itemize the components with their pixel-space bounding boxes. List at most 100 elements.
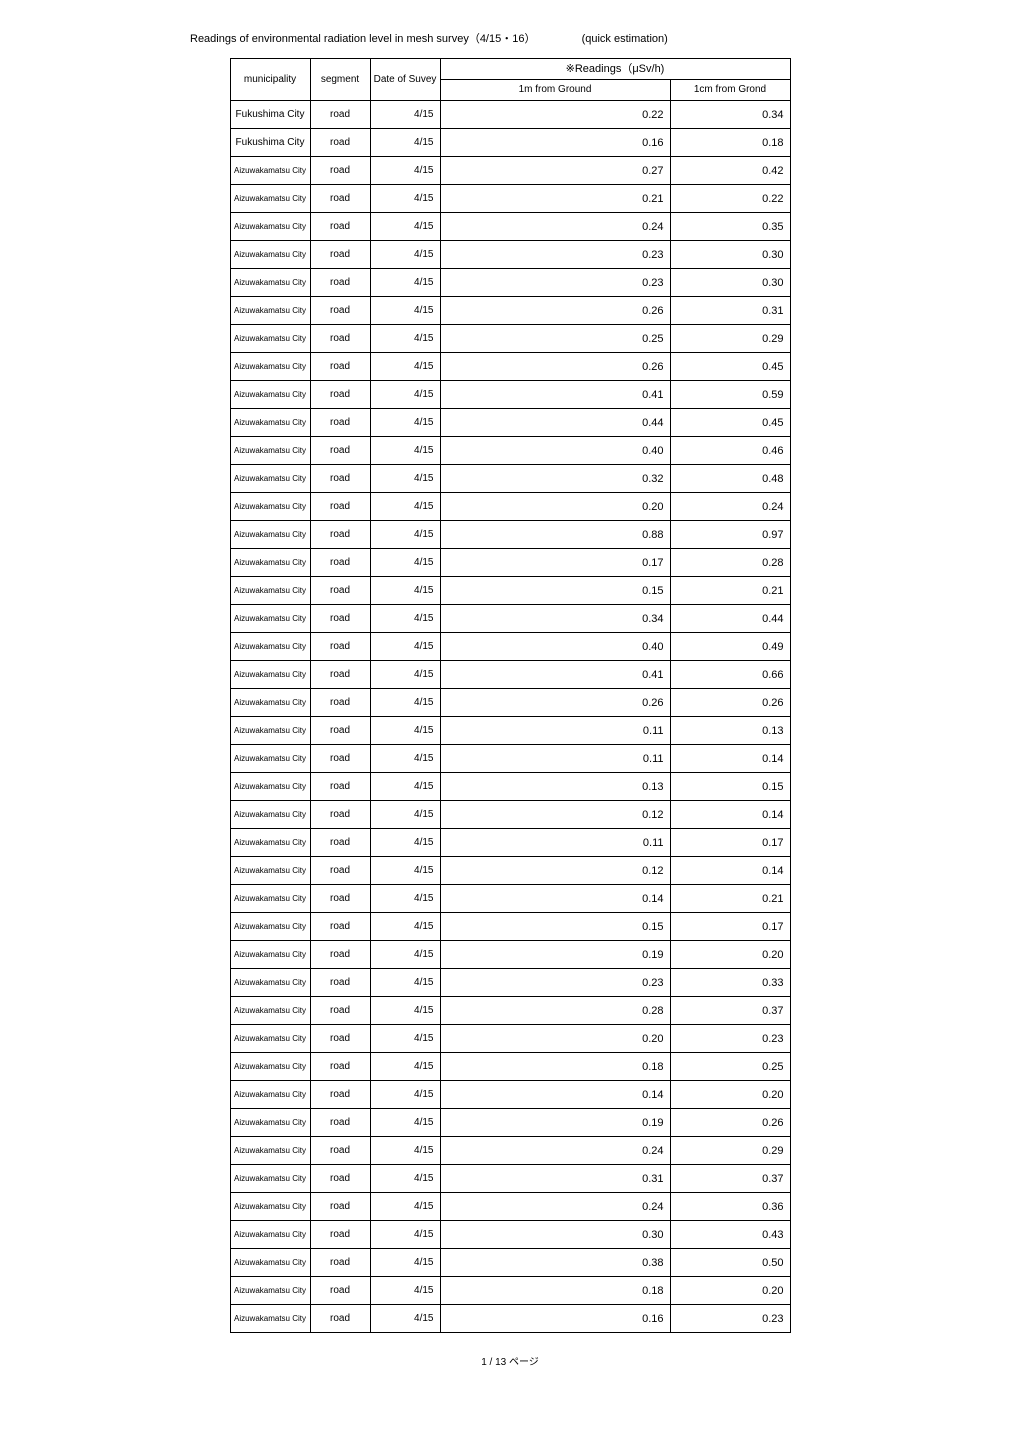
cell-reading-1cm: 0.30 <box>670 241 790 269</box>
cell-segment: road <box>310 1137 370 1165</box>
cell-municipality: Aizuwakamatsu City <box>230 1081 310 1109</box>
table-row: Aizuwakamatsu Cityroad4/150.410.66 <box>230 661 790 689</box>
table-row: Aizuwakamatsu Cityroad4/150.440.45 <box>230 409 790 437</box>
cell-date: 4/15 <box>370 213 440 241</box>
cell-segment: road <box>310 185 370 213</box>
cell-segment: road <box>310 633 370 661</box>
cell-segment: road <box>310 605 370 633</box>
table-row: Aizuwakamatsu Cityroad4/150.190.26 <box>230 1109 790 1137</box>
cell-municipality: Aizuwakamatsu City <box>230 633 310 661</box>
cell-reading-1m: 0.40 <box>440 633 670 661</box>
cell-date: 4/15 <box>370 689 440 717</box>
table-row: Aizuwakamatsu Cityroad4/150.410.59 <box>230 381 790 409</box>
cell-date: 4/15 <box>370 1053 440 1081</box>
cell-municipality: Aizuwakamatsu City <box>230 1277 310 1305</box>
cell-reading-1cm: 0.17 <box>670 829 790 857</box>
cell-reading-1cm: 0.37 <box>670 997 790 1025</box>
col-header-date: Date of Suvey <box>370 59 440 101</box>
cell-reading-1m: 0.23 <box>440 969 670 997</box>
cell-municipality: Aizuwakamatsu City <box>230 1053 310 1081</box>
cell-reading-1cm: 0.49 <box>670 633 790 661</box>
cell-segment: road <box>310 689 370 717</box>
cell-reading-1m: 0.23 <box>440 269 670 297</box>
cell-reading-1cm: 0.36 <box>670 1193 790 1221</box>
table-row: Aizuwakamatsu Cityroad4/150.400.46 <box>230 437 790 465</box>
cell-segment: road <box>310 521 370 549</box>
cell-segment: road <box>310 297 370 325</box>
cell-municipality: Aizuwakamatsu City <box>230 745 310 773</box>
cell-date: 4/15 <box>370 969 440 997</box>
cell-date: 4/15 <box>370 1137 440 1165</box>
cell-segment: road <box>310 1305 370 1333</box>
table-row: Aizuwakamatsu Cityroad4/150.180.25 <box>230 1053 790 1081</box>
cell-segment: road <box>310 1025 370 1053</box>
cell-reading-1m: 0.11 <box>440 829 670 857</box>
cell-reading-1m: 0.18 <box>440 1053 670 1081</box>
cell-reading-1cm: 0.14 <box>670 857 790 885</box>
col-header-r1: 1m from Ground <box>440 80 670 101</box>
table-row: Aizuwakamatsu Cityroad4/150.140.20 <box>230 1081 790 1109</box>
cell-date: 4/15 <box>370 437 440 465</box>
cell-reading-1cm: 0.97 <box>670 521 790 549</box>
cell-segment: road <box>310 381 370 409</box>
cell-reading-1cm: 0.21 <box>670 885 790 913</box>
table-row: Aizuwakamatsu Cityroad4/150.260.31 <box>230 297 790 325</box>
cell-reading-1m: 0.14 <box>440 885 670 913</box>
cell-reading-1cm: 0.45 <box>670 353 790 381</box>
cell-reading-1m: 0.12 <box>440 857 670 885</box>
cell-reading-1cm: 0.17 <box>670 913 790 941</box>
table-row: Aizuwakamatsu Cityroad4/150.210.22 <box>230 185 790 213</box>
table-row: Aizuwakamatsu Cityroad4/150.250.29 <box>230 325 790 353</box>
cell-reading-1cm: 0.43 <box>670 1221 790 1249</box>
cell-municipality: Fukushima City <box>230 101 310 129</box>
table-row: Aizuwakamatsu Cityroad4/150.120.14 <box>230 801 790 829</box>
cell-date: 4/15 <box>370 1305 440 1333</box>
cell-municipality: Aizuwakamatsu City <box>230 661 310 689</box>
cell-reading-1m: 0.13 <box>440 773 670 801</box>
cell-reading-1cm: 0.28 <box>670 549 790 577</box>
table-row: Aizuwakamatsu Cityroad4/150.150.17 <box>230 913 790 941</box>
table-row: Aizuwakamatsu Cityroad4/150.190.20 <box>230 941 790 969</box>
table-row: Aizuwakamatsu Cityroad4/150.110.17 <box>230 829 790 857</box>
cell-segment: road <box>310 269 370 297</box>
cell-municipality: Aizuwakamatsu City <box>230 437 310 465</box>
cell-reading-1m: 0.88 <box>440 521 670 549</box>
cell-date: 4/15 <box>370 269 440 297</box>
cell-segment: road <box>310 1193 370 1221</box>
cell-reading-1cm: 0.50 <box>670 1249 790 1277</box>
cell-date: 4/15 <box>370 185 440 213</box>
cell-segment: road <box>310 1109 370 1137</box>
cell-date: 4/15 <box>370 1109 440 1137</box>
cell-date: 4/15 <box>370 325 440 353</box>
table-row: Aizuwakamatsu Cityroad4/150.400.49 <box>230 633 790 661</box>
cell-reading-1cm: 0.35 <box>670 213 790 241</box>
table-row: Aizuwakamatsu Cityroad4/150.110.14 <box>230 745 790 773</box>
cell-segment: road <box>310 1081 370 1109</box>
cell-municipality: Aizuwakamatsu City <box>230 213 310 241</box>
cell-segment: road <box>310 465 370 493</box>
cell-reading-1m: 0.11 <box>440 745 670 773</box>
cell-reading-1cm: 0.31 <box>670 297 790 325</box>
cell-segment: road <box>310 577 370 605</box>
cell-reading-1m: 0.19 <box>440 1109 670 1137</box>
cell-segment: road <box>310 213 370 241</box>
cell-segment: road <box>310 325 370 353</box>
cell-reading-1m: 0.25 <box>440 325 670 353</box>
cell-date: 4/15 <box>370 1277 440 1305</box>
cell-municipality: Aizuwakamatsu City <box>230 997 310 1025</box>
cell-municipality: Aizuwakamatsu City <box>230 185 310 213</box>
cell-reading-1m: 0.28 <box>440 997 670 1025</box>
cell-reading-1m: 0.14 <box>440 1081 670 1109</box>
cell-municipality: Aizuwakamatsu City <box>230 941 310 969</box>
cell-municipality: Aizuwakamatsu City <box>230 241 310 269</box>
cell-reading-1m: 0.23 <box>440 241 670 269</box>
cell-segment: road <box>310 129 370 157</box>
cell-municipality: Aizuwakamatsu City <box>230 1109 310 1137</box>
table-row: Aizuwakamatsu Cityroad4/150.110.13 <box>230 717 790 745</box>
cell-date: 4/15 <box>370 1249 440 1277</box>
cell-date: 4/15 <box>370 941 440 969</box>
table-row: Aizuwakamatsu Cityroad4/150.320.48 <box>230 465 790 493</box>
cell-date: 4/15 <box>370 717 440 745</box>
table-row: Aizuwakamatsu Cityroad4/150.240.36 <box>230 1193 790 1221</box>
table-row: Aizuwakamatsu Cityroad4/150.880.97 <box>230 521 790 549</box>
